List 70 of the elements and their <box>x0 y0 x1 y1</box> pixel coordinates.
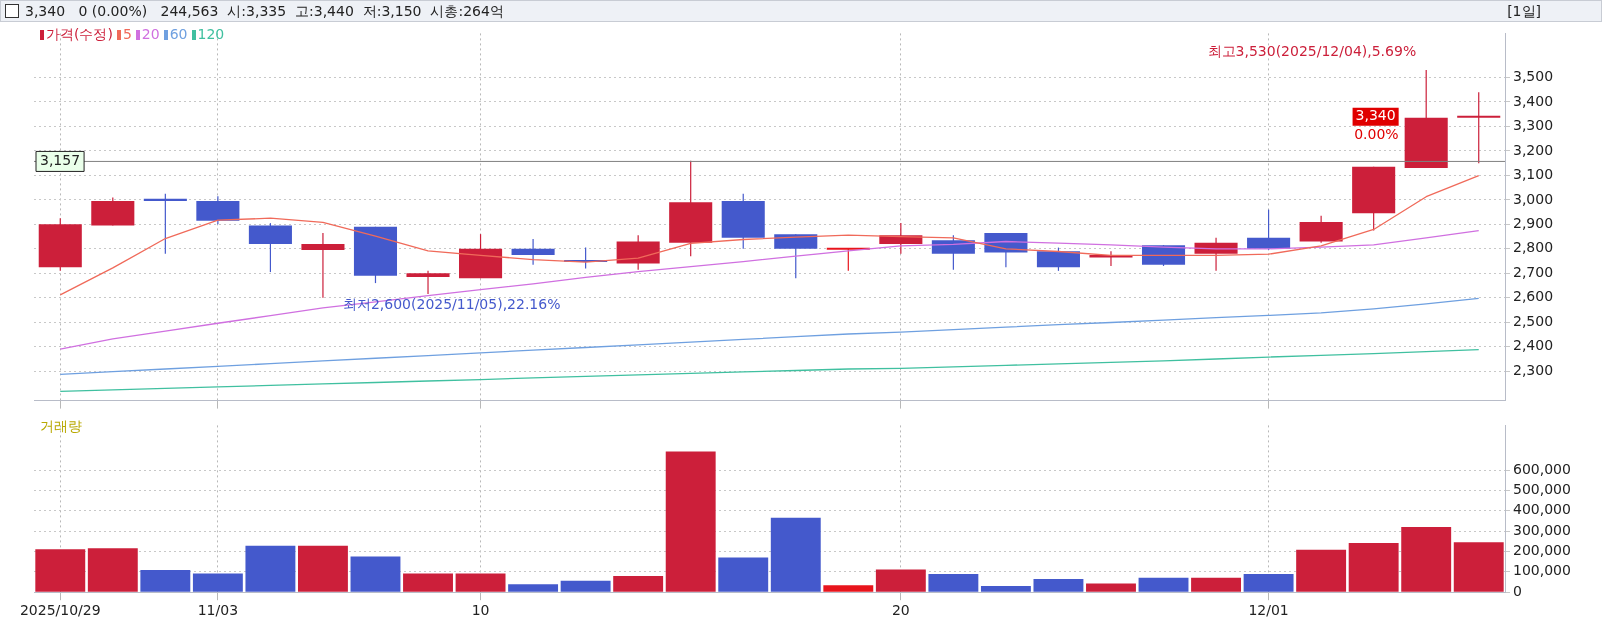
annotation: 최저2,600(2025/11/05),22.16% <box>342 296 561 313</box>
ref-line-label: 3,157 <box>40 152 81 169</box>
legend-label: 5 <box>121 26 132 42</box>
y-tick-label: 600,000 <box>1513 460 1571 477</box>
y-tick-label: 300,000 <box>1513 521 1571 538</box>
y-tick-label: 3,300 <box>1513 117 1554 134</box>
annotation: 3,340 <box>1355 107 1396 124</box>
x-tick-label: 20 <box>891 602 910 619</box>
y-tick-label: 100,000 <box>1513 562 1571 579</box>
candlestick <box>406 270 450 295</box>
y-tick-label: 2,800 <box>1513 239 1554 256</box>
x-tick-label: 10 <box>471 602 490 619</box>
legend-label: 20 <box>140 26 160 42</box>
y-tick-label: 2,700 <box>1513 263 1554 280</box>
bar <box>245 545 296 592</box>
bar <box>928 573 979 592</box>
y-tick-label: 3,400 <box>1513 92 1554 109</box>
y-tick-label: 3,200 <box>1513 141 1554 158</box>
bar <box>87 548 138 592</box>
y-tick-label: 200,000 <box>1513 542 1571 559</box>
bar <box>980 586 1031 592</box>
y-tick-label: 2,900 <box>1513 214 1554 231</box>
y-tick-label: 2,500 <box>1513 312 1554 329</box>
annotation: 최고3,530(2025/12/04),5.69% <box>1207 42 1417 59</box>
bar <box>403 573 453 592</box>
bar <box>1086 583 1136 592</box>
chart-title: 3,340 0 (0.00%) 244,563 시:3,335 고:3,440 저:3,150 시총:264억 <box>25 2 504 21</box>
bar <box>1243 573 1294 592</box>
y-tick-label: 500,000 <box>1513 481 1571 498</box>
text: 거래량 <box>40 418 82 434</box>
y-tick-label: 2,300 <box>1513 361 1554 378</box>
bar <box>770 517 821 592</box>
x-tick-label: 2025/10/29 <box>19 602 101 619</box>
y-tick-label: 400,000 <box>1513 501 1571 518</box>
bar <box>350 556 401 592</box>
y-tick-label: 0 <box>1513 582 1522 599</box>
bar <box>1033 578 1084 592</box>
y-tick-label: 2,600 <box>1513 288 1554 305</box>
text: [1일] <box>1507 2 1541 21</box>
legend-label: 120 <box>196 26 225 42</box>
bar <box>192 573 243 592</box>
candlestick <box>301 232 345 299</box>
x-tick-label: 12/01 <box>1248 602 1289 619</box>
x-tick-label: 11/03 <box>197 602 239 619</box>
candlestick <box>511 238 555 266</box>
bar <box>35 549 86 592</box>
legend-label: 60 <box>168 26 188 42</box>
bar <box>140 570 191 592</box>
bar <box>1296 549 1347 592</box>
y-tick-label: 3,100 <box>1513 166 1554 183</box>
bar <box>665 451 716 592</box>
y-tick-label: 2,400 <box>1513 337 1554 354</box>
bar <box>718 557 769 592</box>
bar <box>560 580 611 592</box>
bar <box>823 585 874 592</box>
y-tick-label: 3,500 <box>1513 68 1554 85</box>
bar <box>1348 542 1399 592</box>
bar <box>875 569 926 592</box>
bar <box>455 573 506 592</box>
annotation: 0.00% <box>1354 126 1399 143</box>
bar <box>1191 577 1242 592</box>
bar <box>297 545 348 592</box>
bar <box>1401 526 1452 592</box>
legend-label: 가격(수정) <box>45 26 113 42</box>
candlestick <box>1457 91 1501 164</box>
bar <box>1138 577 1189 592</box>
y-tick-label: 3,000 <box>1513 190 1554 207</box>
bar <box>613 575 664 592</box>
bar <box>1453 542 1504 592</box>
bar <box>508 584 559 592</box>
